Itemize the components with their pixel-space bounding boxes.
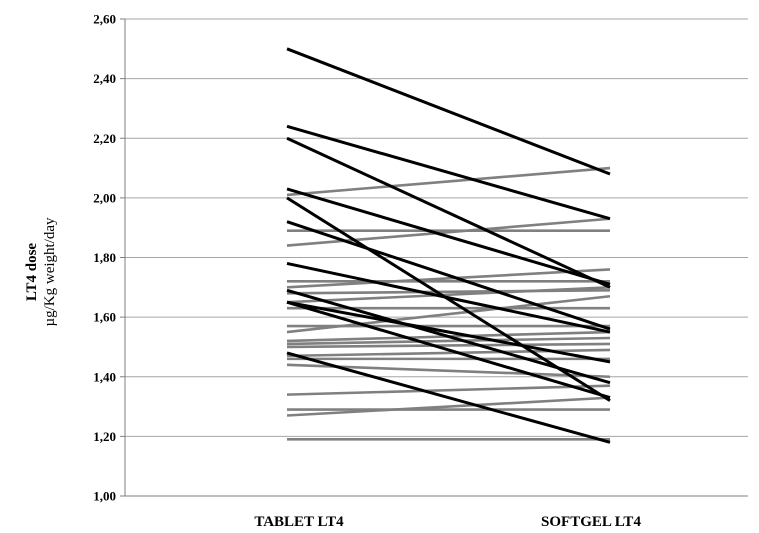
y-axis-label-line2: µg/Kg weight/day — [42, 217, 58, 327]
series-line-23 — [286, 336, 611, 346]
series-line-10 — [286, 300, 611, 400]
series-line-24 — [286, 342, 611, 349]
y-tick-label: 2,00 — [93, 190, 116, 205]
y-tick-label: 1,60 — [93, 310, 116, 325]
series-group-decrease — [286, 47, 611, 444]
series-line-14 — [286, 217, 611, 247]
series-line-28 — [286, 384, 611, 396]
y-tick-label: 1,00 — [93, 489, 116, 504]
y-tick-label: 1,80 — [93, 250, 116, 265]
series-line-6 — [286, 220, 611, 331]
series-line-1 — [286, 47, 611, 176]
x-category-label-tablet: TABLET LT4 — [254, 514, 344, 530]
series-line-8 — [286, 288, 611, 385]
y-tick-label: 1,40 — [93, 369, 116, 384]
y-tick-label: 2,20 — [93, 131, 116, 146]
y-axis-label-line1: LT4 dose — [24, 243, 40, 302]
series-line-21 — [286, 294, 611, 334]
series-line-12 — [286, 166, 611, 197]
series-line-16 — [286, 268, 611, 289]
y-tick-label: 2,60 — [93, 12, 116, 27]
series-line-30 — [286, 396, 611, 417]
y-axis-label: LT4 dose µg/Kg weight/day — [24, 217, 58, 327]
y-tick-label: 1,20 — [93, 429, 116, 444]
series-group-no-decrease — [286, 166, 611, 441]
series-line-4 — [286, 187, 611, 286]
y-ticks: 1,00 1,20 1,40 1,60 1,80 2,00 2,20 2,40 2,60 — [93, 12, 125, 504]
series-line-3 — [286, 136, 611, 289]
series-line-7 — [286, 261, 611, 334]
series-line-9 — [286, 300, 611, 364]
series-line-11 — [286, 351, 611, 444]
series-line-18 — [286, 286, 611, 304]
y-tick-label: 2,40 — [93, 71, 116, 86]
series-line-2 — [286, 124, 611, 221]
grid — [125, 18, 748, 437]
x-category-label-softgel: SOFTGEL LT4 — [541, 514, 641, 530]
